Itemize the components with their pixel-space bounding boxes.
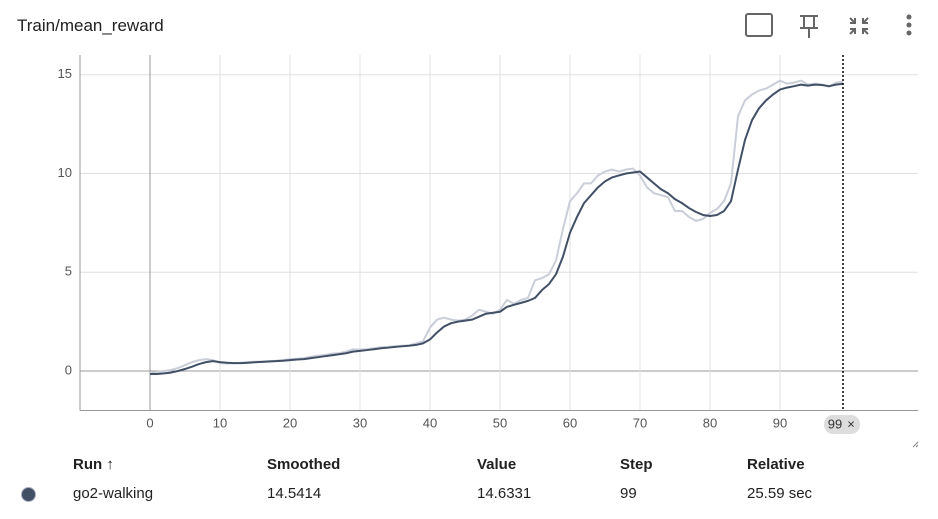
column-header[interactable]: Run ↑ [73, 456, 114, 473]
x-tick-label: 40 [423, 415, 437, 430]
cursor-label: 99 × [824, 415, 860, 434]
y-tick-label: 5 [65, 264, 72, 279]
card-title: Train/mean_reward [17, 16, 164, 35]
y-tick-label: 0 [65, 362, 72, 377]
x-tick-label: 50 [493, 415, 507, 430]
fit-domain-button[interactable] [745, 13, 773, 37]
column-header[interactable]: Step [620, 456, 653, 473]
run-color[interactable] [21, 487, 36, 502]
column-header[interactable]: Smoothed [267, 456, 341, 473]
x-tick-label: 70 [633, 415, 647, 430]
more-button[interactable] [906, 14, 912, 36]
cursor-label-bg [824, 415, 860, 434]
x-tick-label: 20 [283, 415, 297, 430]
cursor-step: 99 [828, 416, 842, 431]
x-tick-label: 0 [146, 415, 153, 430]
pin-button[interactable] [800, 15, 818, 38]
y-tick-label: 10 [58, 165, 72, 180]
column-header[interactable]: Relative [747, 456, 805, 473]
column-header[interactable]: Value [477, 456, 517, 473]
x-tick-label: 30 [353, 415, 367, 430]
y-tick-label: 15 [58, 66, 72, 81]
series-line [149, 79, 844, 374]
table-cell: 99 [620, 485, 637, 502]
x-tick-label: 10 [213, 415, 227, 430]
table-cell: 14.5414 [267, 485, 322, 502]
cursor-close: × [847, 416, 855, 431]
x-tick-label: 80 [703, 415, 717, 430]
x-tick-label: 60 [563, 415, 577, 430]
resize-handle[interactable] [912, 441, 919, 448]
table-cell: 25.59 sec [747, 485, 813, 502]
x-tick-label: 90 [773, 415, 787, 430]
table-cell: go2-walking [73, 485, 154, 502]
collapse-button[interactable] [849, 17, 869, 35]
table-cell: 14.6331 [477, 485, 532, 502]
toolbar[interactable] [745, 13, 912, 38]
series-line [150, 82, 844, 375]
